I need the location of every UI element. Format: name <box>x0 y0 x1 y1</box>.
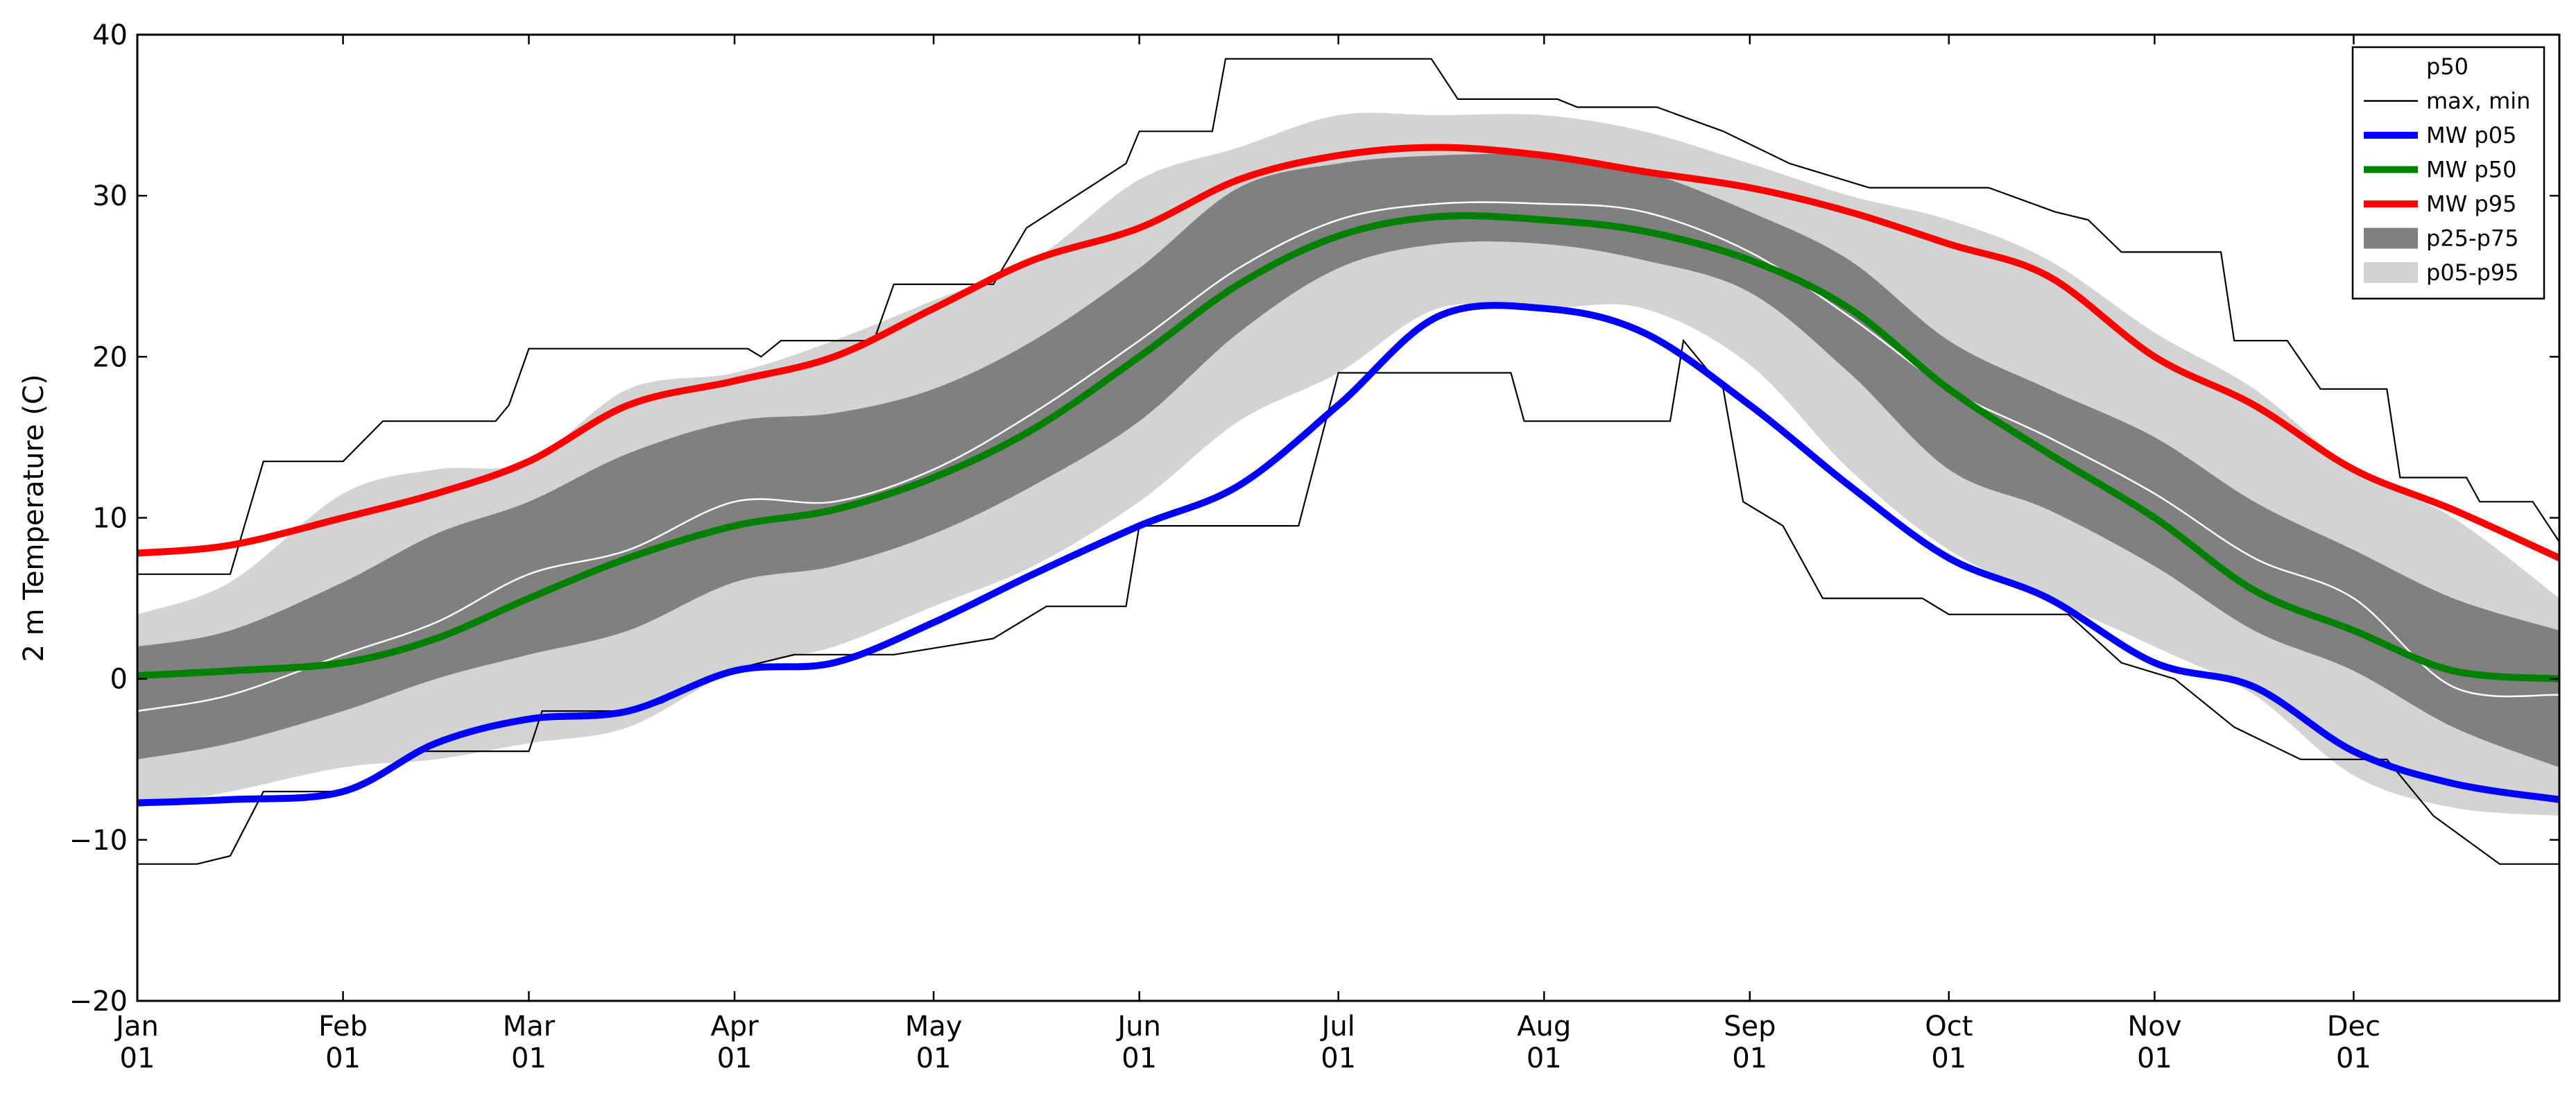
legend-label: p50 <box>2426 53 2468 80</box>
axis-ticks: −20−10010203040Jan01Feb01Mar01Apr01May01… <box>69 19 2559 1074</box>
x-tick-month-label: Aug <box>1517 1011 1571 1043</box>
x-tick-month-label: Sep <box>1724 1011 1776 1043</box>
x-tick-month-label: Oct <box>1925 1011 1973 1043</box>
y-tick-label: −10 <box>69 825 128 857</box>
plot-area <box>137 58 2559 865</box>
y-axis-label: 2 m Temperature (C) <box>18 374 50 662</box>
y-tick-label: −20 <box>69 986 128 1018</box>
series-mw-p05-line <box>137 302 2559 807</box>
x-tick-month-label: Jul <box>1320 1011 1355 1043</box>
x-tick-day-label: 01 <box>717 1043 753 1074</box>
y-tick-label: 0 <box>110 664 128 696</box>
x-tick-day-label: 01 <box>511 1043 547 1074</box>
series-mw-p95-line <box>137 144 2559 562</box>
legend-label: max, min <box>2426 88 2530 114</box>
legend-swatch <box>2364 228 2418 249</box>
extreme-max-line <box>137 58 2559 575</box>
x-tick-day-label: 01 <box>1931 1043 1966 1074</box>
y-tick-label: 10 <box>92 503 128 535</box>
x-tick-day-label: 01 <box>1122 1043 1157 1074</box>
legend-label: MW p95 <box>2426 191 2516 217</box>
band-p25-p75 <box>137 153 2559 768</box>
x-tick-day-label: 01 <box>120 1043 155 1074</box>
x-tick-day-label: 01 <box>2336 1043 2371 1074</box>
legend-label: MW p05 <box>2426 122 2516 148</box>
x-tick-month-label: Dec <box>2327 1011 2380 1043</box>
series-p50-line <box>137 201 2559 712</box>
x-tick-month-label: Jan <box>114 1011 159 1043</box>
legend-swatch <box>2364 262 2418 283</box>
y-tick-label: 20 <box>92 341 128 373</box>
x-tick-month-label: Nov <box>2127 1011 2181 1043</box>
x-tick-month-label: Apr <box>710 1011 759 1043</box>
x-tick-day-label: 01 <box>1527 1043 1562 1074</box>
x-tick-day-label: 01 <box>2137 1043 2172 1074</box>
x-tick-month-label: May <box>905 1011 963 1043</box>
x-tick-month-label: Feb <box>318 1011 368 1043</box>
x-tick-day-label: 01 <box>325 1043 361 1074</box>
y-tick-label: 40 <box>92 19 128 51</box>
legend-label: MW p50 <box>2426 157 2516 183</box>
legend: p50 max, min MW p05 MW p50 MW p95 p25-p75 p05-… <box>2351 46 2545 300</box>
legend-label: p25-p75 <box>2426 225 2519 252</box>
extreme-min-line <box>137 338 2559 865</box>
y-tick-label: 30 <box>92 180 128 212</box>
band-p05-p95 <box>137 112 2559 816</box>
x-tick-day-label: 01 <box>1732 1043 1767 1074</box>
legend-label: p05-p95 <box>2426 259 2519 286</box>
x-tick-month-label: Jun <box>1115 1011 1161 1043</box>
series-mw-p50-line <box>137 212 2559 683</box>
x-tick-month-label: Mar <box>503 1011 556 1043</box>
x-tick-day-label: 01 <box>1321 1043 1356 1074</box>
x-tick-day-label: 01 <box>916 1043 952 1074</box>
